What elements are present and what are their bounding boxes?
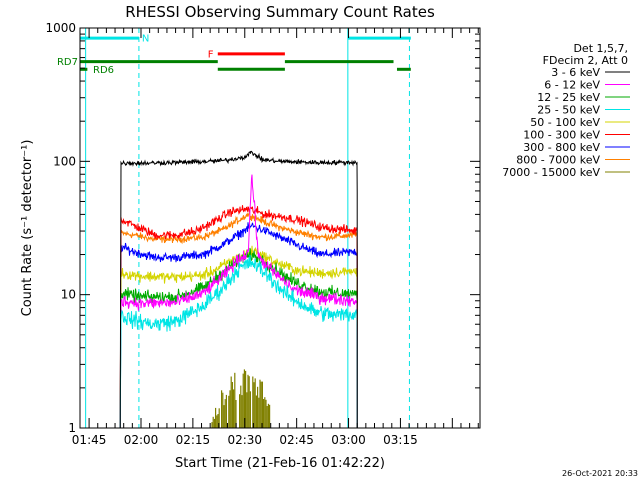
legend-label-5: 50 - 100 keV xyxy=(530,116,600,129)
state-bars: N F RD7 RD6 xyxy=(57,34,411,76)
y-axis-label: Count Rate (s⁻¹ detector⁻¹) xyxy=(20,140,35,317)
legend-label-7: 300 - 800 keV xyxy=(523,141,600,154)
chart-title: RHESSI Observing Summary Count Rates xyxy=(125,3,435,21)
legend-label-2: 6 - 12 keV xyxy=(544,79,600,92)
series-line-2 xyxy=(119,174,358,429)
plot-frame xyxy=(79,27,481,429)
x-tick-label-4: 02:45 xyxy=(279,433,314,447)
x-tick-label-5: 03:00 xyxy=(331,433,366,447)
timestamp: 26-Oct-2021 20:33 xyxy=(562,469,638,478)
legend-label-9: 7000 - 15000 keV xyxy=(502,166,600,179)
legend-label-1: 3 - 6 keV xyxy=(551,66,600,79)
legend-label-3: 12 - 25 keV xyxy=(537,91,600,104)
series-line-7 xyxy=(119,222,358,429)
legend-header-0: Det 1,5,7, xyxy=(573,42,628,55)
y-tick-label-3: 1000 xyxy=(45,21,76,35)
series-line-9 xyxy=(211,369,271,428)
state-bar-label-rd6: RD6 xyxy=(93,65,114,76)
y-tick-label-2: 100 xyxy=(53,154,76,168)
state-bar-label-n: N xyxy=(142,34,149,45)
x-tick-label-3: 02:30 xyxy=(227,433,262,447)
series-line-6 xyxy=(119,205,358,429)
series-line-4 xyxy=(119,254,358,429)
legend-label-6: 100 - 300 keV xyxy=(523,129,600,142)
legend-label-8: 800 - 7000 keV xyxy=(516,154,600,167)
series-line-1 xyxy=(119,150,358,429)
x-tick-label-2: 02:15 xyxy=(176,433,211,447)
state-bar-label-rd7: RD7 xyxy=(57,57,78,68)
legend-label-4: 25 - 50 keV xyxy=(537,104,600,117)
legend-header-1: FDecim 2, Att 0 xyxy=(543,54,628,67)
y-tick-label-0: 1 xyxy=(68,421,76,435)
y-tick-label-1: 10 xyxy=(61,288,76,302)
x-tick-label-6: 03:15 xyxy=(383,433,418,447)
series-line-8 xyxy=(119,210,358,429)
x-tick-label-0: 01:45 xyxy=(72,433,107,447)
axes: 1 10 100 1000 01:45 02:00 02:15 02:30 02:45 03:00… xyxy=(45,21,480,447)
series-layer xyxy=(119,150,358,429)
state-bar-label-f: F xyxy=(208,49,214,60)
x-tick-label-1: 02:00 xyxy=(124,433,159,447)
x-axis-label: Start Time (21-Feb-16 01:42:22) xyxy=(175,456,385,471)
